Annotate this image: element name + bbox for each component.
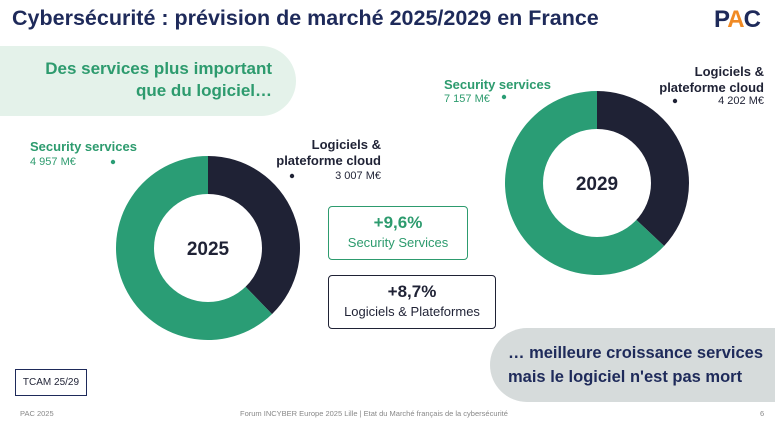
growth-security-value: +9,6%	[373, 213, 423, 232]
growth-software-caption: Logiciels & Plateformes	[344, 304, 480, 319]
banner-line-2: que du logiciel…	[135, 81, 272, 100]
growth-software-box: +8,7% Logiciels & Plateformes	[328, 275, 496, 329]
conclusion-line-1: … meilleure croissance services	[508, 344, 763, 362]
label-2025-software: Logiciels & plateforme cloud	[276, 137, 381, 168]
growth-security-box: +9,6% Security Services	[328, 206, 468, 260]
value-2025-security: 4 957 M€	[30, 156, 76, 168]
label-marker-dot	[672, 98, 678, 104]
footer-left: PAC 2025	[20, 409, 54, 418]
footer-center: Forum INCYBER Europe 2025 Lille | Etat d…	[240, 409, 508, 418]
banner-line-1: Des services plus important	[45, 59, 272, 78]
label-2029-software: Logiciels & plateforme cloud	[659, 64, 764, 95]
label-marker-dot	[289, 173, 295, 179]
value-2029-security: 7 157 M€	[444, 93, 490, 105]
tcam-badge: TCAM 25/29	[15, 369, 87, 396]
donut-center-2029	[543, 129, 651, 237]
label-2025-security: Security services	[30, 139, 137, 154]
conclusion-line-2: mais le logiciel n'est pas mort	[508, 368, 743, 386]
growth-security-caption: Security Services	[347, 235, 449, 250]
footer-page-number: 6	[760, 409, 765, 418]
donut-center-2025	[154, 194, 262, 302]
headline-banner: Des services plus important que du logic…	[0, 46, 296, 116]
value-2025-software: 3 007 M€	[335, 170, 381, 182]
label-marker-dot	[501, 94, 507, 100]
pac-logo: PAC	[714, 6, 761, 33]
conclusion-banner: … meilleure croissance services mais le …	[490, 328, 775, 402]
growth-software-value: +8,7%	[387, 282, 437, 301]
page-title: Cybersécurité : prévision de marché 2025…	[12, 6, 599, 30]
label-2029-security: Security services	[444, 77, 551, 92]
donut-year-label-2025: 2025	[187, 239, 230, 260]
donut-year-label-2029: 2029	[576, 174, 618, 195]
label-marker-dot	[110, 159, 116, 165]
value-2029-software: 4 202 M€	[718, 95, 764, 107]
